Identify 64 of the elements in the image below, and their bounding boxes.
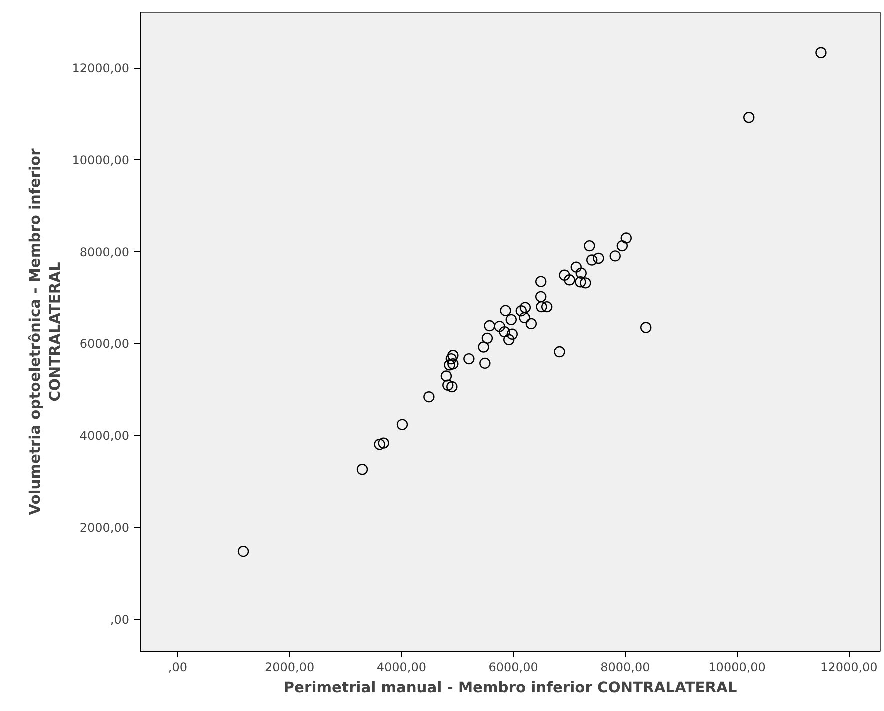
x-tick-label: 8000,00 <box>600 660 650 674</box>
point <box>816 47 827 58</box>
point <box>564 274 576 286</box>
x-tick-label: 2000,00 <box>265 660 315 674</box>
point <box>519 312 530 324</box>
point <box>444 360 456 371</box>
point <box>442 380 454 391</box>
point <box>478 342 490 353</box>
x-tick-label: 12000,00 <box>820 660 878 674</box>
y-tick-label: 4000,00 <box>80 429 130 444</box>
point <box>535 291 547 303</box>
point <box>640 322 652 334</box>
y-tick-label: 2000,00 <box>80 520 130 535</box>
point <box>448 358 459 370</box>
point <box>536 301 548 313</box>
point <box>584 240 596 252</box>
y-tick-label: 6000,00 <box>80 337 130 352</box>
y-tick-label: 12000,00 <box>72 62 130 76</box>
point <box>396 419 408 430</box>
point <box>378 438 390 449</box>
point <box>506 314 517 326</box>
x-tick-label: 6000,00 <box>488 660 538 674</box>
point <box>440 370 452 382</box>
x-tick-label: ,00 <box>168 660 188 674</box>
point <box>520 302 532 314</box>
point <box>446 381 458 393</box>
point <box>586 254 598 266</box>
y-axis-title: Volumetria optoeletrônica - Membro inferior CONTRALATERAL <box>26 148 64 516</box>
point <box>541 301 553 313</box>
point <box>506 328 518 340</box>
point <box>484 320 496 332</box>
point <box>499 326 510 338</box>
x-tick-label: 4000,00 <box>376 660 427 674</box>
x-tick-label: 10000,00 <box>708 660 766 674</box>
point <box>448 350 459 362</box>
point <box>356 464 368 476</box>
point <box>480 358 491 370</box>
point <box>424 392 435 403</box>
point <box>500 305 512 316</box>
point <box>535 276 547 288</box>
point <box>593 252 604 264</box>
point <box>559 270 570 281</box>
point <box>464 353 475 365</box>
point <box>238 546 250 558</box>
point <box>494 321 506 332</box>
point <box>374 439 386 450</box>
point <box>504 334 515 346</box>
point <box>580 278 592 289</box>
point <box>526 318 538 330</box>
point <box>616 240 628 252</box>
point <box>610 250 621 262</box>
y-tick-label: 8000,00 <box>80 245 130 260</box>
point <box>554 346 566 358</box>
point <box>576 268 587 279</box>
point <box>446 353 458 365</box>
point <box>516 306 528 317</box>
point <box>744 112 755 124</box>
point <box>620 232 632 244</box>
point <box>482 332 494 344</box>
y-tick-label: ,00 <box>110 612 130 627</box>
x-axis-title: Perimetrial manual - Membro inferior CONTRALATERAL <box>284 680 738 696</box>
y-tick-label: 10000,00 <box>72 153 130 168</box>
point <box>570 262 582 273</box>
point <box>575 276 586 288</box>
